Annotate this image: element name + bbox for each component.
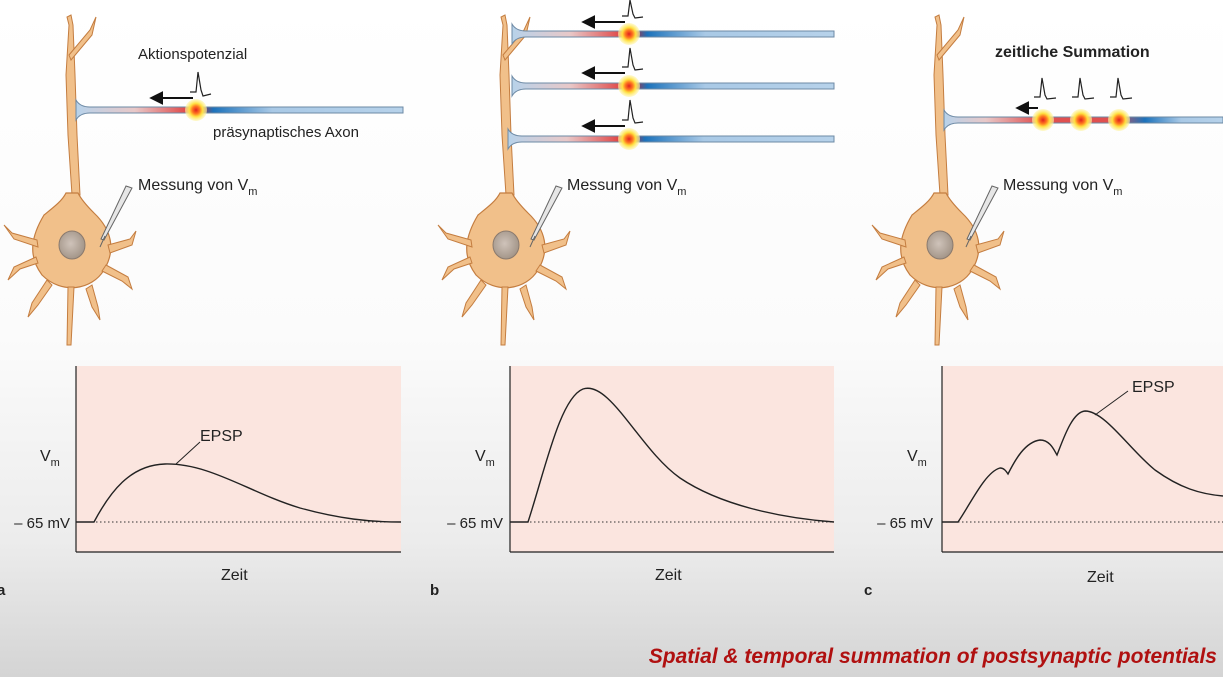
panel-a: Aktionspotenzial präsynaptisches Axon Me… (0, 14, 404, 599)
neuron-c (871, 14, 1005, 346)
plot-area (76, 366, 401, 552)
baseline-value-label: – 65 mV (877, 515, 933, 532)
electrode-icon (99, 185, 133, 248)
plot-area (510, 366, 834, 552)
baseline-value-label: – 65 mV (14, 515, 70, 532)
epsp-label: EPSP (200, 428, 243, 445)
presynaptic-axon-b3 (507, 99, 835, 151)
electrode-icon (965, 185, 999, 248)
measure-label: Messung von Vm (138, 177, 257, 198)
action-potential-spot (185, 99, 207, 121)
x-axis-label: Zeit (1087, 569, 1114, 586)
presynaptic-axon-b1 (511, 0, 835, 46)
measure-label: Messung von Vm (567, 177, 686, 198)
neuron-a-drawn (3, 14, 137, 346)
panel-letter-a: a (0, 582, 6, 599)
axon-label: präsynaptisches Axon (213, 124, 359, 141)
epsp-curve (942, 410, 1223, 523)
measure-label: Messung von Vm (1003, 177, 1122, 198)
x-axis-label: Zeit (221, 567, 248, 584)
panel-letter-b: b (430, 582, 439, 599)
spike-trace-icon (1110, 77, 1133, 100)
presynaptic-axon-b2 (511, 47, 835, 98)
slide-caption: Spatial & temporal summation of postsyna… (648, 645, 1217, 668)
plot-a: EPSP Vm – 65 mV Zeit (14, 366, 402, 584)
plot-b: Vm – 65 mV Zeit (447, 366, 835, 584)
spike-trace-icon (1072, 77, 1095, 100)
action-potential-label: Aktionspotenzial (138, 46, 247, 63)
panel-b: Messung von Vm Vm – 65 mV Zeit b (430, 0, 835, 599)
neuron-b (437, 14, 571, 346)
panel-c: zeitliche Summation Messung von Vm EPSP … (864, 14, 1223, 599)
baseline-value-label: – 65 mV (447, 515, 503, 532)
presynaptic-axon-c (943, 77, 1223, 132)
epsp-curve (76, 463, 402, 523)
y-axis-label: Vm (475, 448, 495, 469)
y-axis-label: Vm (907, 448, 927, 469)
electrode-icon (529, 185, 563, 248)
plot-c: EPSP Vm – 65 mV Zeit (877, 366, 1223, 586)
presynaptic-axon-a (75, 71, 404, 122)
epsp-curve (510, 387, 835, 523)
plot-area (942, 366, 1223, 552)
y-axis-label: Vm (40, 448, 60, 469)
spike-trace-icon (622, 0, 644, 19)
spike-trace-icon (1034, 77, 1057, 100)
epsp-label: EPSP (1132, 379, 1175, 396)
temporal-summation-label: zeitliche Summation (995, 44, 1150, 61)
spike-trace-icon (190, 71, 212, 97)
x-axis-label: Zeit (655, 567, 682, 584)
panel-letter-c: c (864, 582, 872, 599)
spike-trace-icon (622, 99, 644, 124)
spike-trace-icon (622, 47, 644, 71)
